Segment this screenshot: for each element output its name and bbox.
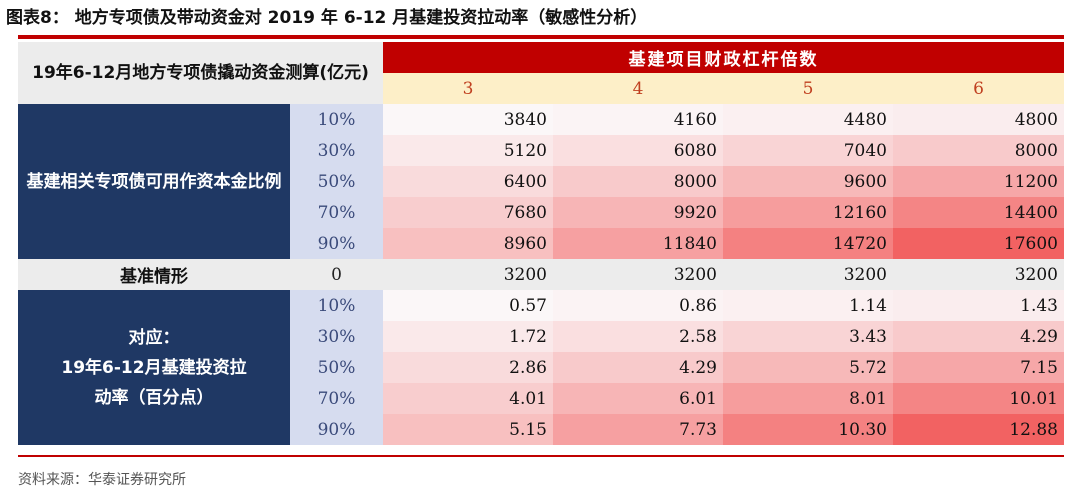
multiplier-header: 4 (553, 73, 723, 104)
table-cell: 5.72 (723, 352, 893, 383)
table-cell: 9920 (553, 197, 723, 228)
figure-title: 图表8： 地方专项债及带动资金对 2019 年 6-12 月基建投资拉动率（敏感… (6, 8, 648, 28)
multiplier-group-header: 基建项目财政杠杆倍数 (383, 42, 1064, 73)
table-cell: 5.15 (383, 414, 553, 445)
ratio-label: 30% (290, 135, 383, 166)
capital-ratio-label: 基建相关专项债可用作资本金比例 (18, 104, 290, 259)
title-rule (18, 35, 1064, 39)
table-cell: 4160 (553, 104, 723, 135)
table-cell: 4.01 (383, 383, 553, 414)
table-cell: 1.72 (383, 321, 553, 352)
table-cell: 4.29 (553, 352, 723, 383)
table-cell: 2.86 (383, 352, 553, 383)
ratio-label: 10% (290, 290, 383, 321)
table-cell: 6.01 (553, 383, 723, 414)
table-cell: 11200 (893, 166, 1064, 197)
corner-label: 19年6-12月地方专项债撬动资金测算(亿元) (18, 42, 383, 104)
ratio-label: 50% (290, 352, 383, 383)
multiplier-header: 3 (383, 73, 553, 104)
multiplier-header: 6 (893, 73, 1064, 104)
table-cell: 17600 (893, 228, 1064, 259)
ratio-label: 70% (290, 383, 383, 414)
baseline-cell: 3200 (723, 259, 893, 290)
table-cell: 1.43 (893, 290, 1064, 321)
bottom-rule (18, 455, 1064, 457)
pull-label-line: 对应： (128, 327, 180, 348)
pull-label-line: 动率（百分点） (94, 387, 214, 408)
table-cell: 8.01 (723, 383, 893, 414)
table-cell: 12.88 (893, 414, 1064, 445)
table-cell: 7.15 (893, 352, 1064, 383)
ratio-label: 50% (290, 166, 383, 197)
table-cell: 10.01 (893, 383, 1064, 414)
source-note: 资料来源：华泰证券研究所 (18, 472, 186, 488)
table-cell: 14720 (723, 228, 893, 259)
investment-pull-label: 对应： 19年6-12月基建投资拉 动率（百分点） (18, 290, 290, 445)
baseline-label: 基准情形 (18, 259, 290, 290)
table-cell: 5120 (383, 135, 553, 166)
baseline-cell: 3200 (893, 259, 1064, 290)
baseline-cell: 3200 (383, 259, 553, 290)
table-cell: 6400 (383, 166, 553, 197)
table-cell: 1.14 (723, 290, 893, 321)
table-cell: 0.86 (553, 290, 723, 321)
table-cell: 6080 (553, 135, 723, 166)
table-cell: 7.73 (553, 414, 723, 445)
ratio-label: 70% (290, 197, 383, 228)
table-cell: 10.30 (723, 414, 893, 445)
table-cell: 2.58 (553, 321, 723, 352)
table-cell: 3840 (383, 104, 553, 135)
table-cell: 8960 (383, 228, 553, 259)
table-cell: 0.57 (383, 290, 553, 321)
table-cell: 14400 (893, 197, 1064, 228)
table-cell: 3.43 (723, 321, 893, 352)
table-cell: 8000 (893, 135, 1064, 166)
table-cell: 4800 (893, 104, 1064, 135)
multiplier-header: 5 (723, 73, 893, 104)
ratio-label: 90% (290, 228, 383, 259)
table-cell: 12160 (723, 197, 893, 228)
table-cell: 11840 (553, 228, 723, 259)
sensitivity-table: 19年6-12月地方专项债撬动资金测算(亿元) 基建项目财政杠杆倍数 3 4 5… (18, 42, 1064, 445)
ratio-label: 10% (290, 104, 383, 135)
baseline-ratio: 0 (290, 259, 383, 290)
table-cell: 7680 (383, 197, 553, 228)
ratio-label: 30% (290, 321, 383, 352)
table-cell: 4480 (723, 104, 893, 135)
table-cell: 8000 (553, 166, 723, 197)
table-cell: 7040 (723, 135, 893, 166)
baseline-cell: 3200 (553, 259, 723, 290)
table-cell: 4.29 (893, 321, 1064, 352)
table-cell: 9600 (723, 166, 893, 197)
pull-label-line: 19年6-12月基建投资拉 (61, 357, 247, 378)
ratio-label: 90% (290, 414, 383, 445)
